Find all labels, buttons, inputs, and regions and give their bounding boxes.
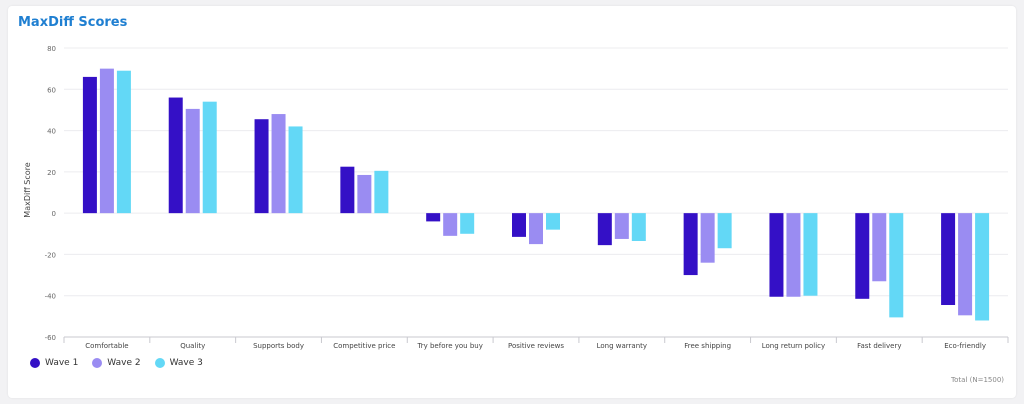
bar-wave-3[interactable] [202, 101, 217, 214]
legend-swatch-wave-3 [154, 358, 165, 368]
chart-title: MaxDiff Scores [18, 15, 128, 30]
bar-wave-2[interactable] [357, 174, 372, 214]
bar-wave-2[interactable] [700, 213, 715, 263]
chart-legend: Wave 1 Wave 2 Wave 3 [30, 358, 203, 368]
bar-wave-2[interactable] [99, 68, 114, 214]
maxdiff-bar-chart: 80 60 40 20 0 -20 -40 -60 MaxDiff Score Comfort… [23, 45, 1009, 350]
x-category-label: Long return policy [762, 342, 825, 350]
x-category-label: Quality [180, 342, 205, 350]
y-tick-label: 20 [47, 169, 56, 177]
bar-wave-3[interactable] [460, 213, 475, 234]
x-category-label: Long warranty [597, 342, 647, 350]
bar-wave-2[interactable] [786, 213, 801, 297]
bar-wave-2[interactable] [185, 108, 200, 214]
x-axis-category-labels: Comfortable Quality Supports body Competiti… [85, 342, 986, 350]
legend-item-wave-2[interactable]: Wave 2 [92, 358, 141, 368]
bar-wave-1[interactable] [254, 119, 269, 214]
x-category-label: Positive reviews [508, 342, 564, 350]
bar-wave-3[interactable] [717, 213, 732, 249]
chart-card: MaxDiff Scores 80 60 40 20 0 -20 -40 -60 MaxDif… [8, 6, 1016, 398]
bar-wave-2[interactable] [443, 213, 458, 236]
y-axis-label: MaxDiff Score [23, 162, 32, 217]
bar-wave-1[interactable] [82, 76, 97, 214]
y-tick-label: 60 [47, 86, 56, 94]
bar-wave-1[interactable] [683, 213, 698, 276]
bar-wave-1[interactable] [769, 213, 784, 297]
legend-swatch-wave-1 [30, 358, 40, 368]
y-tick-label: 80 [47, 45, 56, 53]
bar-wave-2[interactable] [529, 213, 543, 245]
x-category-label: Try before you buy [417, 342, 483, 350]
legend-item-wave-3[interactable]: Wave 3 [154, 358, 203, 368]
y-axis-ticks: 80 60 40 20 0 -20 -40 -60 [45, 45, 56, 342]
x-axis-ticks [63, 337, 1009, 343]
y-tick-label: -40 [45, 293, 56, 301]
legend-item-wave-1[interactable]: Wave 1 [30, 358, 78, 368]
x-category-label: Comfortable [85, 342, 128, 350]
bar-wave-1[interactable] [168, 97, 183, 214]
bar-wave-3[interactable] [975, 213, 990, 321]
bar-wave-2[interactable] [271, 114, 286, 214]
bar-wave-3[interactable] [546, 213, 560, 230]
bars [82, 68, 990, 321]
bar-wave-1[interactable] [941, 213, 956, 306]
bar-wave-3[interactable] [631, 213, 646, 242]
bar-wave-1[interactable] [855, 213, 870, 299]
bar-wave-1[interactable] [426, 213, 441, 222]
bar-wave-3[interactable] [116, 70, 131, 214]
legend-label-wave-1: Wave 1 [45, 358, 79, 368]
bar-wave-3[interactable] [803, 213, 818, 296]
bar-wave-3[interactable] [288, 126, 303, 214]
x-category-label: Eco-friendly [944, 342, 986, 350]
legend-label-wave-3: Wave 3 [169, 358, 203, 368]
y-tick-label: -60 [45, 334, 56, 342]
x-category-label: Fast delivery [857, 342, 901, 350]
y-tick-label: 40 [47, 128, 56, 136]
x-category-label: Competitive price [333, 342, 395, 350]
legend-label-wave-2: Wave 2 [107, 358, 141, 368]
legend-swatch-wave-2 [92, 358, 103, 368]
x-category-label: Supports body [253, 342, 304, 350]
bar-wave-2[interactable] [872, 213, 887, 282]
bar-wave-3[interactable] [889, 213, 904, 318]
sample-size-note: Total (N=1500) [951, 376, 1004, 384]
y-tick-label: -20 [45, 251, 56, 259]
bar-wave-2[interactable] [958, 213, 973, 316]
bar-wave-1[interactable] [340, 166, 355, 214]
x-category-label: Free shipping [684, 342, 731, 350]
bar-wave-3[interactable] [374, 170, 389, 214]
bar-wave-1[interactable] [597, 213, 612, 246]
y-tick-label: 0 [52, 210, 56, 218]
bar-wave-2[interactable] [614, 213, 629, 239]
bar-wave-1[interactable] [512, 213, 526, 237]
